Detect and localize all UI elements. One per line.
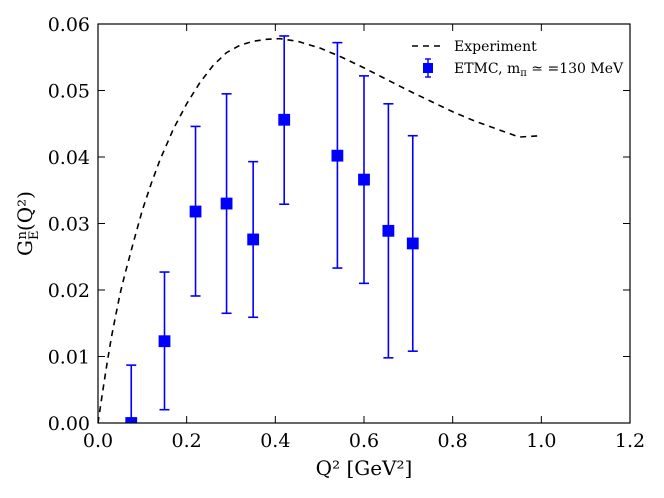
data-point bbox=[358, 75, 370, 285]
y-tick-label: 0.00 bbox=[48, 413, 90, 435]
legend-experiment-label: Experiment bbox=[454, 39, 537, 55]
plot-area bbox=[98, 35, 542, 423]
data-point bbox=[158, 271, 171, 411]
y-tick-label: 0.05 bbox=[48, 81, 90, 103]
y-tick-label: 0.02 bbox=[48, 280, 90, 302]
legend-etmc-label: ETMC, mπ ≃ =130 MeV bbox=[454, 61, 624, 79]
data-point bbox=[247, 160, 260, 319]
data-point bbox=[406, 134, 419, 352]
y-tick-label: 0.03 bbox=[48, 214, 90, 236]
legend: Experiment ETMC, mπ ≃ =130 MeV bbox=[412, 39, 624, 79]
axes: 0.0 0.2 0.4 0.6 0.8 1.0 1.2 0.00 0.01 0.02 0.03 0.0… bbox=[13, 14, 645, 480]
data-marker bbox=[158, 335, 171, 348]
data-marker bbox=[406, 237, 419, 250]
data-point bbox=[220, 93, 233, 315]
x-tick-label: 0.6 bbox=[349, 430, 379, 452]
x-tick-label: 0.4 bbox=[260, 430, 290, 452]
x-tick-label: 0.0 bbox=[83, 430, 113, 452]
data-marker bbox=[189, 205, 202, 218]
x-axis-title: Q² [GeV²] bbox=[316, 456, 413, 480]
legend-etmc-marker bbox=[423, 63, 433, 73]
data-point bbox=[382, 103, 395, 359]
y-tick-label: 0.04 bbox=[48, 147, 90, 169]
data-point bbox=[189, 125, 202, 297]
y-axis-title: GEn(Q²) bbox=[13, 191, 42, 256]
experiment-curve bbox=[98, 37, 542, 423]
y-tick-label: 0.01 bbox=[48, 347, 90, 369]
data-marker bbox=[220, 197, 233, 210]
data-point bbox=[278, 35, 291, 206]
data-marker bbox=[125, 417, 138, 423]
data-marker bbox=[331, 149, 344, 162]
data-marker bbox=[358, 173, 370, 186]
data-marker bbox=[247, 233, 260, 246]
x-tick-label: 0.8 bbox=[438, 430, 468, 452]
x-tick-label: 0.2 bbox=[172, 430, 202, 452]
data-marker bbox=[278, 113, 291, 126]
data-marker bbox=[382, 224, 395, 237]
x-tick-label: 1.2 bbox=[615, 430, 645, 452]
y-tick-label: 0.06 bbox=[48, 14, 90, 36]
x-tick-label: 1.0 bbox=[526, 430, 556, 452]
data-point bbox=[331, 41, 344, 269]
data-point bbox=[125, 364, 138, 423]
